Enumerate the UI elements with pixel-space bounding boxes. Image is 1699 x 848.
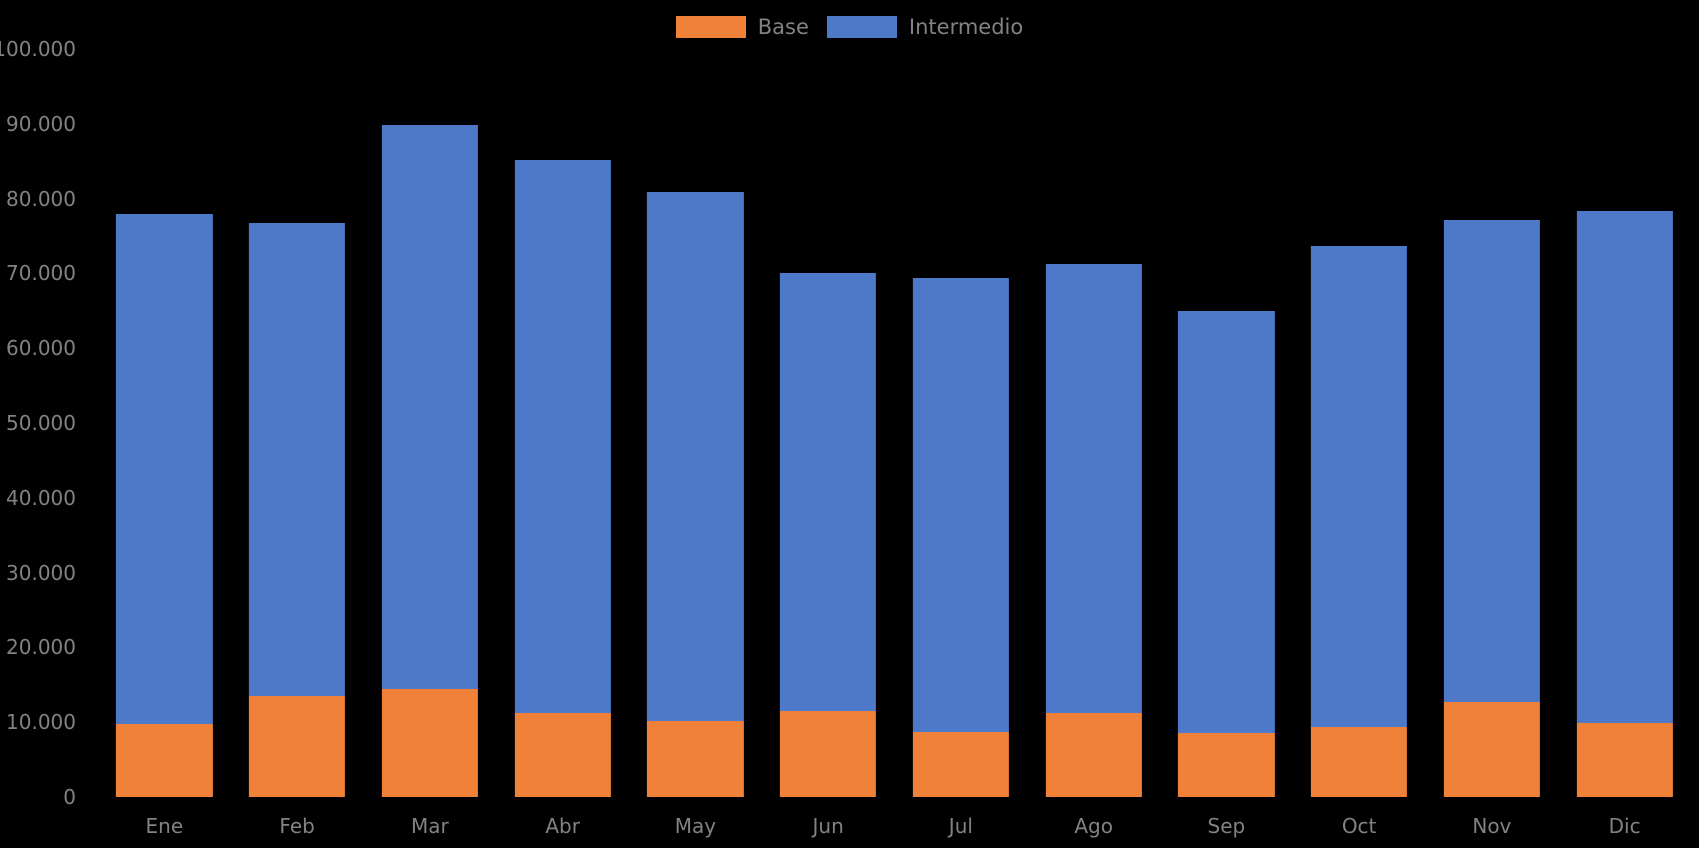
y-tick-label: 70.000	[6, 261, 76, 286]
bar-segment-intermedio-abr	[514, 159, 611, 714]
bar-segment-intermedio-feb	[248, 223, 346, 697]
legend-item-base: Base	[675, 14, 809, 39]
x-tick-label-sep: Sep	[1207, 814, 1246, 838]
bar-column-ene	[98, 49, 231, 797]
y-tick-label: 40.000	[6, 485, 76, 510]
x-axis: Ene Feb Mar Abr May Jun Jul Ago Sep Oct Nov Dic	[98, 812, 1691, 844]
bar-column-dic	[1558, 49, 1691, 797]
bar-stack	[1443, 219, 1540, 797]
bar-segment-base-nov	[1443, 702, 1540, 797]
x-tick-label-jun: Jun	[812, 814, 844, 838]
bar-segment-intermedio-nov	[1443, 219, 1540, 703]
bar-column-abr	[496, 49, 629, 797]
y-tick-label: 90.000	[6, 111, 76, 136]
bar-stack	[1045, 264, 1142, 797]
bar-segment-intermedio-jun	[780, 272, 877, 711]
bar-segment-intermedio-dic	[1576, 210, 1673, 723]
legend-swatch-intermedio	[826, 16, 897, 38]
x-tick-label-abr: Abr	[545, 814, 580, 838]
legend-label: Base	[757, 14, 809, 39]
bar-column-nov	[1426, 49, 1559, 797]
bar-column-sep	[1160, 49, 1293, 797]
bar-stack	[1311, 245, 1408, 797]
bar-segment-intermedio-ene	[116, 214, 213, 724]
bar-segment-base-oct	[1311, 726, 1408, 797]
x-tick-label-dic: Dic	[1608, 814, 1641, 838]
bar-stack	[248, 223, 346, 797]
bar-stack	[780, 272, 877, 797]
bar-segment-base-ene	[116, 723, 213, 797]
bar-column-feb	[231, 49, 364, 797]
bar-stack	[116, 214, 213, 797]
y-tick-label: 100.000	[0, 37, 76, 61]
x-tick-label-ago: Ago	[1074, 814, 1113, 838]
bar-segment-base-mar	[381, 689, 478, 797]
bar-segment-base-ago	[1045, 713, 1142, 797]
bar-stack	[1178, 310, 1275, 797]
bar-segment-base-jul	[912, 731, 1009, 797]
y-tick-label: 0	[63, 785, 76, 809]
y-axis: 0 10.000 20.000 30.000 40.000 50.000 60.000 70.…	[0, 0, 76, 848]
bar-stack	[647, 191, 744, 797]
bar-stack	[381, 125, 478, 797]
x-tick-label-oct: Oct	[1341, 814, 1377, 838]
bar-column-oct	[1293, 49, 1426, 797]
y-tick-label: 10.000	[6, 710, 76, 735]
bar-segment-base-feb	[248, 696, 346, 797]
bar-column-jun	[762, 49, 895, 797]
bar-column-ago	[1027, 49, 1160, 797]
bar-stack	[912, 277, 1009, 797]
x-tick-label-may: May	[674, 814, 717, 838]
bar-segment-intermedio-oct	[1311, 245, 1408, 727]
bar-segment-intermedio-jul	[912, 277, 1009, 732]
bar-segment-intermedio-ago	[1045, 264, 1142, 714]
bar-segment-base-may	[647, 720, 744, 797]
bar-segment-base-dic	[1576, 722, 1673, 797]
x-tick-label-ene: Ene	[145, 814, 184, 838]
bar-column-may	[629, 49, 762, 797]
chart-legend: Base Intermedio	[0, 16, 1699, 38]
x-tick-label-jul: Jul	[948, 814, 973, 838]
plot-area	[98, 49, 1691, 797]
bar-segment-base-jun	[780, 710, 877, 797]
x-tick-label-nov: Nov	[1472, 814, 1512, 838]
bar-segment-base-sep	[1178, 733, 1275, 797]
y-tick-label: 80.000	[6, 186, 76, 211]
legend-label: Intermedio	[908, 14, 1024, 39]
legend-swatch-base	[675, 16, 746, 38]
y-tick-label: 30.000	[6, 560, 76, 585]
y-tick-label: 20.000	[6, 635, 76, 660]
bar-segment-intermedio-mar	[381, 125, 478, 690]
x-tick-label-feb: Feb	[279, 814, 315, 838]
bar-segment-intermedio-may	[647, 191, 744, 721]
x-tick-label-mar: Mar	[411, 814, 449, 838]
bar-column-mar	[363, 49, 496, 797]
bar-stack	[514, 159, 611, 797]
bar-column-jul	[895, 49, 1028, 797]
y-tick-label: 50.000	[6, 411, 76, 435]
y-tick-label: 60.000	[6, 336, 76, 361]
legend-item-intermedio: Intermedio	[826, 14, 1024, 39]
bar-stack	[1576, 210, 1673, 797]
bar-segment-intermedio-sep	[1178, 310, 1275, 734]
bar-segment-base-abr	[514, 713, 611, 797]
